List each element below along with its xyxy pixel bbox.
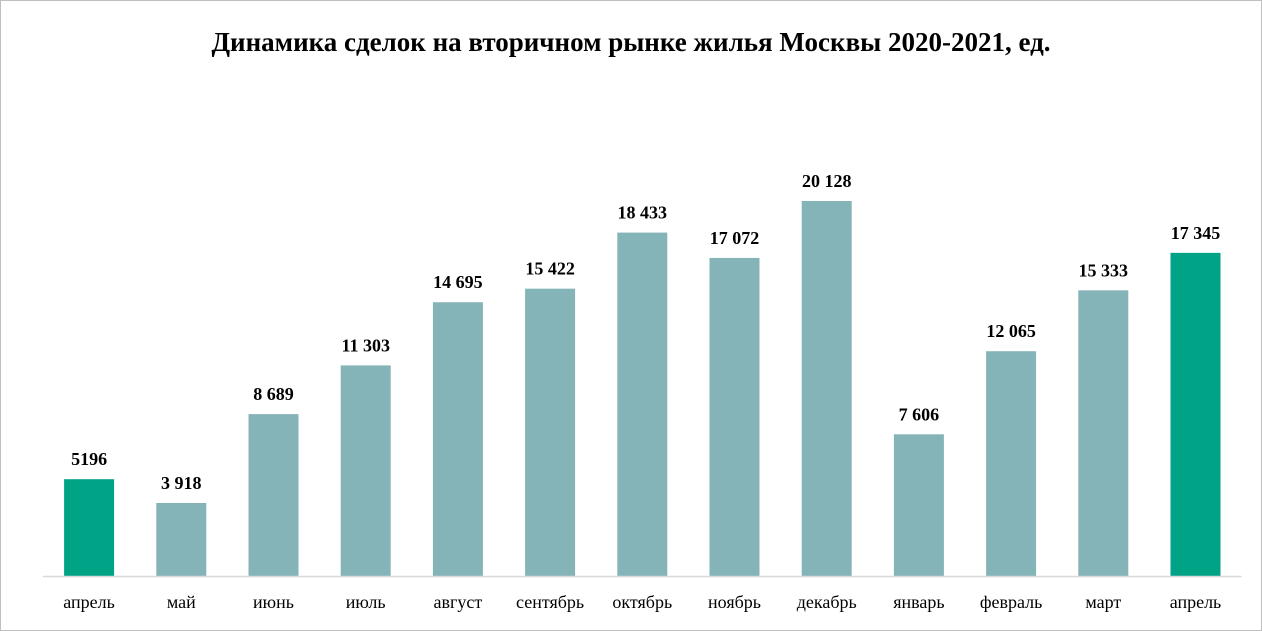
value-label-12: 17 345	[1171, 223, 1221, 243]
category-label-6: октябрь	[612, 592, 672, 612]
bar-0	[64, 479, 115, 576]
value-label-8: 20 128	[802, 171, 852, 191]
value-label-2: 8 689	[253, 384, 294, 404]
bar-10	[986, 351, 1037, 576]
value-label-6: 18 433	[618, 203, 668, 223]
category-label-3: июль	[346, 592, 386, 612]
value-label-4: 14 695	[433, 272, 483, 292]
category-label-0: апрель	[63, 592, 115, 612]
category-label-9: январь	[893, 592, 944, 612]
category-label-12: апрель	[1170, 592, 1222, 612]
chart-title: Динамика сделок на вторичном рынке жилья…	[211, 27, 1051, 57]
value-label-10: 12 065	[986, 321, 1036, 341]
value-label-1: 3 918	[161, 473, 202, 493]
category-label-1: май	[167, 592, 196, 612]
bar-3	[340, 365, 391, 576]
value-label-11: 15 333	[1079, 260, 1129, 280]
bar-12	[1170, 252, 1221, 576]
value-label-0: 5196	[71, 449, 107, 469]
value-label-9: 7 606	[899, 404, 940, 424]
value-label-5: 15 422	[525, 259, 575, 279]
bar-8	[801, 201, 852, 576]
bar-5	[525, 288, 576, 576]
category-label-11: март	[1085, 592, 1121, 612]
bar-4	[432, 302, 483, 576]
bar-9	[893, 434, 944, 576]
category-label-8: декабрь	[797, 592, 857, 612]
value-label-7: 17 072	[710, 228, 760, 248]
category-label-4: август	[434, 592, 483, 612]
bar-7	[709, 257, 760, 576]
bar-2	[248, 414, 299, 576]
category-label-10: февраль	[980, 592, 1043, 612]
bar-6	[617, 232, 668, 576]
bar-1	[156, 503, 207, 576]
category-label-2: июнь	[253, 592, 294, 612]
category-label-5: сентябрь	[516, 592, 584, 612]
value-label-3: 11 303	[341, 335, 390, 355]
bar-11	[1078, 290, 1129, 576]
category-label-7: ноябрь	[708, 592, 761, 612]
